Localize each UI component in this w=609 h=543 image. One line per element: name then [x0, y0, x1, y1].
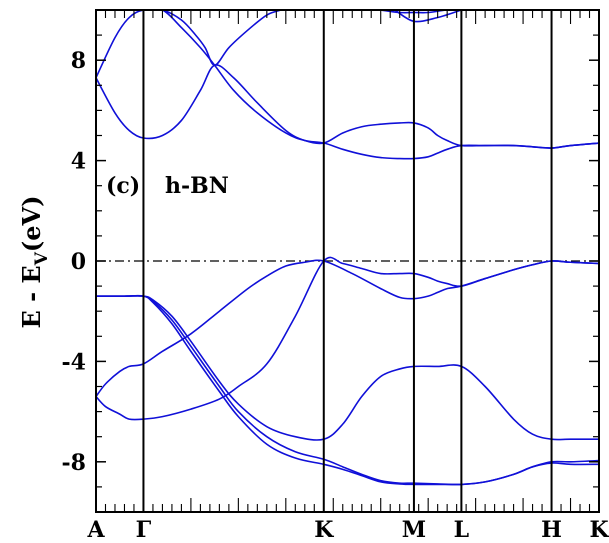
x-tick-label-3: M [402, 517, 426, 543]
band-line-7 [96, 10, 599, 160]
x-tick-label-6: K [589, 517, 609, 543]
band-line-2 [96, 259, 599, 398]
x-tick-label-4: L [454, 517, 469, 543]
x-tick-label-5: H [541, 517, 562, 543]
x-tick-label-0: A [86, 517, 105, 543]
x-tick-label-2: K [314, 517, 334, 543]
band-line-8 [143, 10, 282, 67]
band-line-3 [96, 295, 599, 441]
y-tick-label: 0 [71, 249, 86, 275]
y-tick-label: 4 [71, 149, 86, 175]
material-label: h-BN [165, 173, 229, 199]
labels-layer: 8 4 0 -4 -8 A Γ K M L H K [62, 48, 609, 543]
y-axis-title-main: E - E [17, 265, 46, 328]
y-axis-title: E - EV(eV) [17, 195, 52, 328]
y-axis-title-unit: (eV) [17, 195, 46, 252]
panel-label: (c) [106, 173, 140, 199]
band-line-1 [96, 256, 599, 421]
y-tick-label: -4 [62, 349, 86, 375]
y-tick-label: 8 [71, 48, 86, 74]
band-line-6 [96, 64, 599, 149]
bands-layer [96, 10, 599, 486]
band-line-5 [96, 294, 599, 486]
frame-layer [95, 9, 600, 513]
y-tick-label: -8 [62, 450, 86, 476]
x-tick-label-1: Γ [136, 517, 152, 543]
band-line-10 [394, 10, 462, 23]
y-axis-title-sub: V [32, 251, 52, 266]
